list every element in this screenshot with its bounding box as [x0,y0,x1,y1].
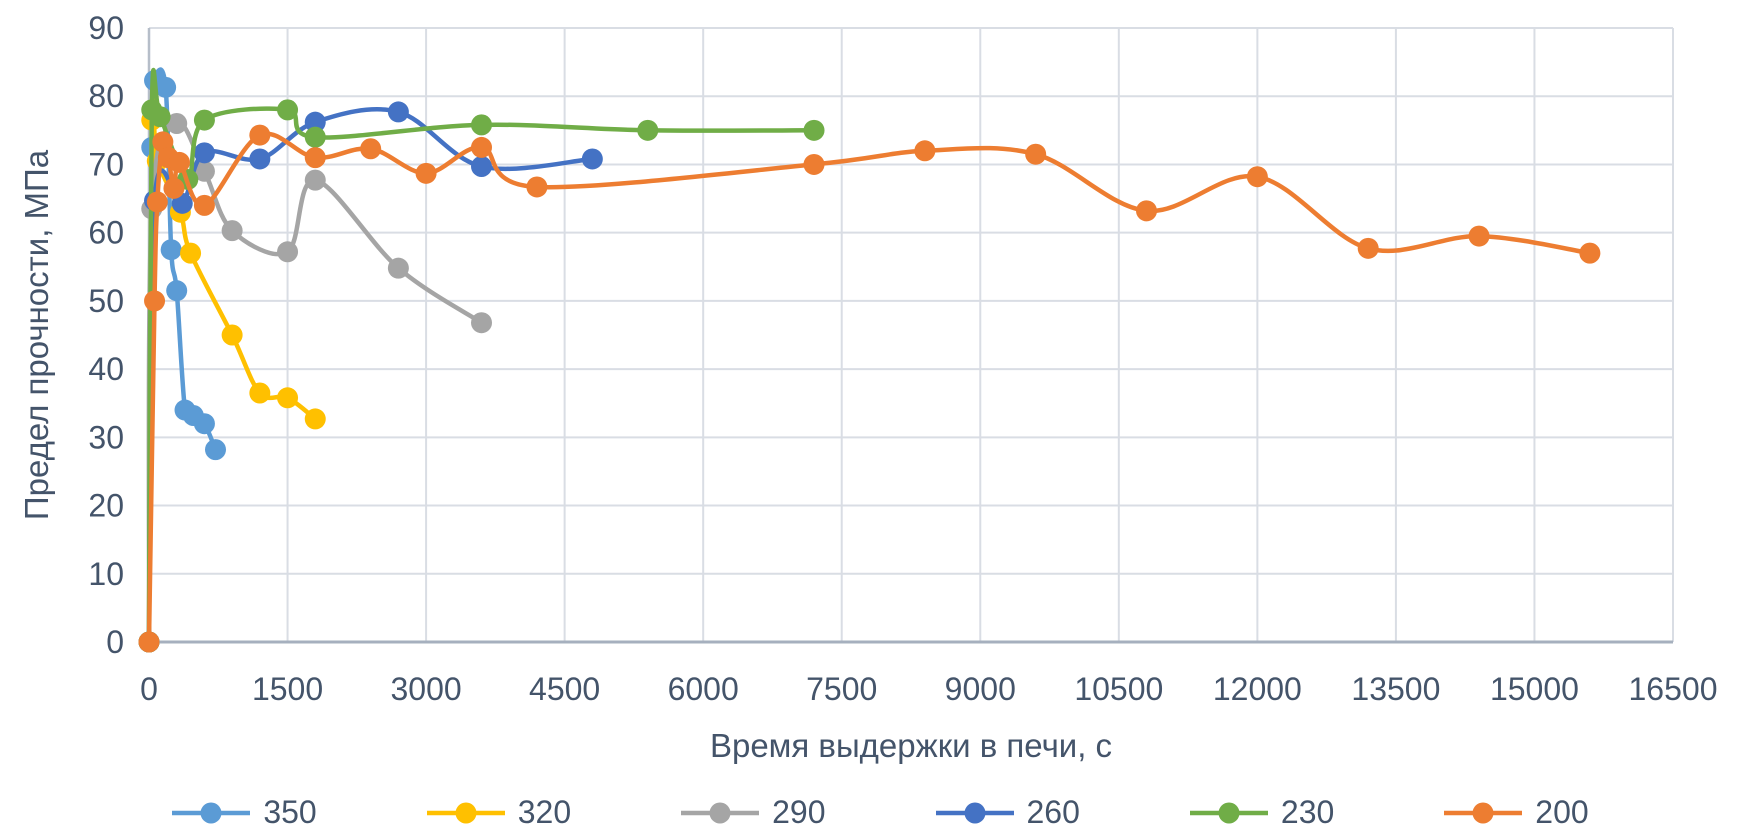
series-320-marker [277,387,299,409]
legend-marker-230 [1189,802,1268,823]
series-350-marker [155,76,177,98]
legend-marker-260 [935,802,1014,823]
legend-item-350: 350 [172,794,317,831]
x-tick-label: 13500 [1351,671,1440,707]
legend-label-230: 230 [1280,794,1335,830]
series-200-line [146,131,1593,645]
series-320-marker [221,324,243,346]
series-350-marker [193,413,215,435]
series-320-marker [180,242,202,264]
series-200-marker [803,153,825,175]
series-260-marker [249,148,271,170]
y-tick-label: 50 [88,283,124,319]
series-320-marker [249,382,271,404]
series-230-marker [277,99,299,121]
x-tick-label: 10500 [1074,671,1163,707]
series-230-marker [149,106,171,128]
series-200-marker [471,136,493,158]
series-230-marker [637,119,659,141]
chart-legend: 350 320 290 260 230 200 [0,790,1761,835]
series-200-marker [1357,237,1379,259]
x-tick-label: 1500 [252,671,323,707]
x-tick-label: 0 [140,671,158,707]
series-290-marker [471,312,493,334]
x-tick-label: 9000 [945,671,1016,707]
series-200-marker [1468,225,1490,247]
y-tick-label: 30 [88,419,124,455]
series-200-marker [914,140,936,162]
series-200-marker [193,194,215,216]
series-350-marker [166,280,188,302]
series-260-marker [471,155,493,177]
y-tick-label: 20 [88,488,124,524]
legend-marker-350 [172,802,251,823]
y-tick-label: 60 [88,215,124,251]
series-200-marker [168,151,190,173]
legend-marker-290 [681,802,760,823]
x-tick-label: 6000 [668,671,739,707]
series-200-marker [526,176,548,198]
series-230-marker [803,119,825,141]
legend-marker-200 [1444,802,1523,823]
legend-marker-320 [426,802,505,823]
series-260-marker [193,142,215,164]
series-230-marker [304,126,326,148]
x-tick-label: 16500 [1629,671,1718,707]
legend-label-200: 200 [1535,794,1589,830]
series-290-marker [221,220,243,242]
y-axis-title: Предел прочности, МПа [18,149,55,521]
x-tick-label: 3000 [390,671,461,707]
series-260-marker [387,101,409,123]
series-290-marker [387,257,409,279]
series-260-marker [304,111,326,133]
series-200-marker [1025,143,1047,165]
series-200-marker [249,124,271,146]
series-290-marker [166,113,188,135]
series-290-marker [304,169,326,191]
legend-item-260: 260 [935,794,1080,831]
series-200-marker [1579,242,1601,264]
series-230-marker [471,114,493,136]
y-tick-label: 0 [106,624,124,660]
series-260-marker [581,148,603,170]
series-350-marker [160,239,182,261]
series-290-marker [277,241,299,263]
series-320-marker [304,408,326,430]
y-tick-label: 80 [88,78,124,114]
y-tick-label: 10 [88,556,124,592]
legend-label-290: 290 [772,794,826,830]
series-200-marker [304,147,326,169]
series-200-marker [415,162,437,184]
series-260-line [146,107,595,645]
legend-item-320: 320 [426,794,572,831]
x-tick-label: 12000 [1213,671,1302,707]
y-tick-label: 70 [88,146,124,182]
series-200-marker [138,631,160,653]
series-230-line [146,67,817,645]
series-200-marker [1246,166,1268,188]
legend-item-200: 200 [1444,794,1589,831]
series-200-marker [163,177,185,199]
y-tick-label: 90 [88,10,124,46]
legend-label-350: 350 [263,794,317,830]
y-tick-label: 40 [88,351,124,387]
series-200-marker [144,290,166,312]
legend-label-260: 260 [1026,794,1080,830]
series-200-marker [146,191,168,213]
x-axis-title: Время выдержки в печи, с [709,727,1113,764]
series-230-marker [193,109,215,131]
series-350-marker [205,439,227,461]
legend-label-320: 320 [517,794,572,830]
series-290-marker [193,160,215,182]
x-tick-label: 15000 [1490,671,1579,707]
legend-item-230: 230 [1189,794,1335,831]
x-tick-label: 4500 [529,671,600,707]
legend-item-290: 290 [681,794,826,831]
x-tick-label: 7500 [806,671,877,707]
series-200-marker [360,138,382,160]
series-200-marker [1136,200,1158,222]
